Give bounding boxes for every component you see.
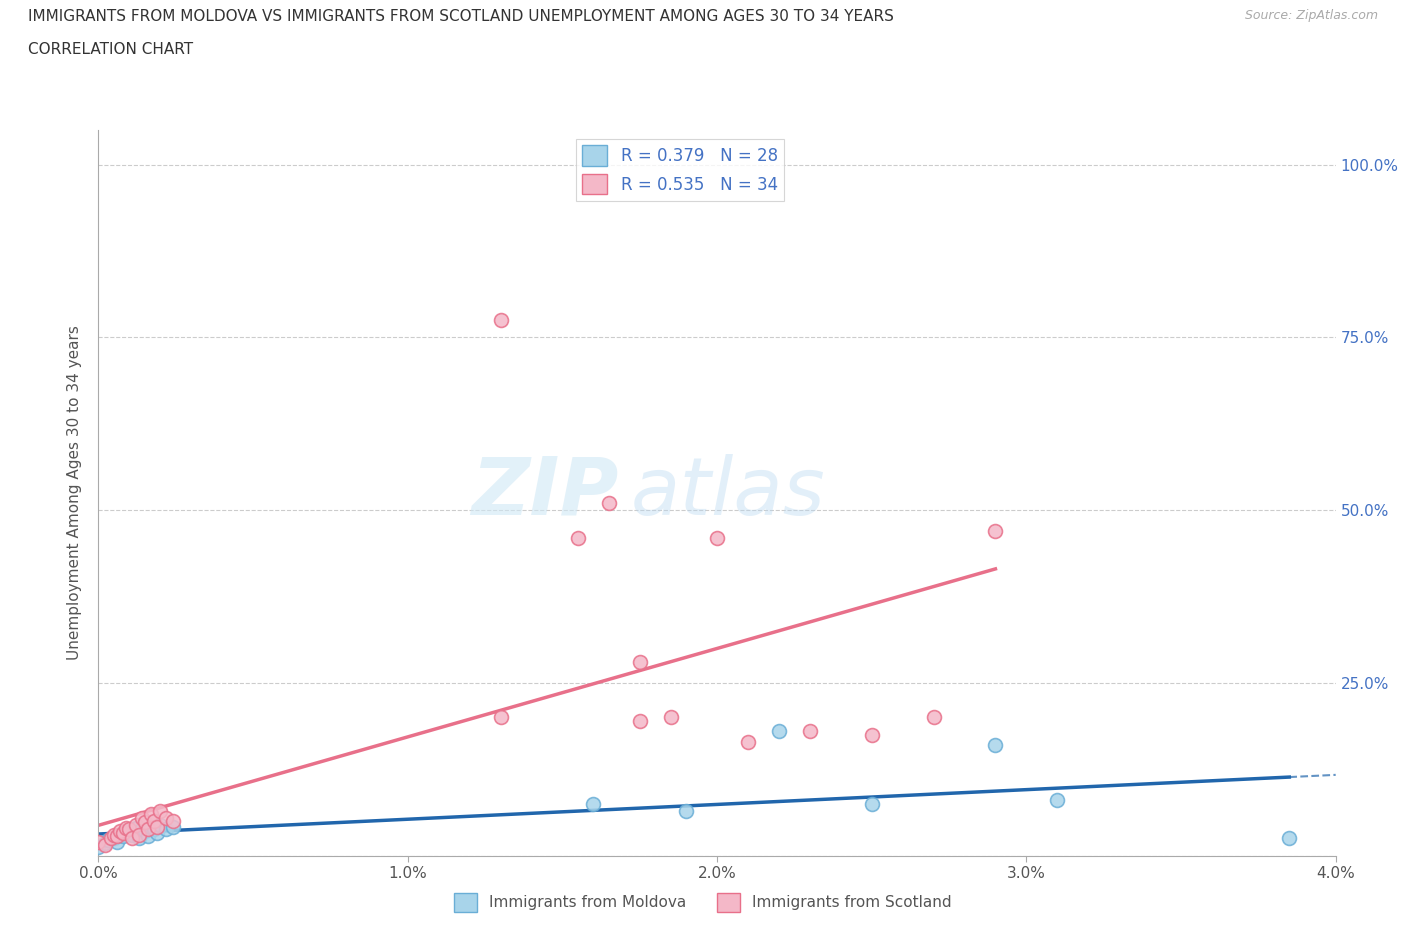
Y-axis label: Unemployment Among Ages 30 to 34 years: Unemployment Among Ages 30 to 34 years xyxy=(67,326,83,660)
Point xyxy=(108,824,131,839)
Legend: R = 0.379   N = 28, R = 0.535   N = 34: R = 0.379 N = 28, R = 0.535 N = 34 xyxy=(575,139,785,201)
Point xyxy=(103,828,125,843)
Point xyxy=(984,737,1007,752)
Point xyxy=(155,810,177,825)
Point xyxy=(628,655,651,670)
Point xyxy=(706,530,728,545)
Point xyxy=(134,824,156,839)
Point xyxy=(922,710,945,724)
Point xyxy=(136,829,159,844)
Point xyxy=(489,312,512,327)
Point xyxy=(128,828,150,843)
Point xyxy=(97,833,120,848)
Point xyxy=(128,830,150,845)
Text: IMMIGRANTS FROM MOLDOVA VS IMMIGRANTS FROM SCOTLAND UNEMPLOYMENT AMONG AGES 30 T: IMMIGRANTS FROM MOLDOVA VS IMMIGRANTS FR… xyxy=(28,9,894,24)
Point xyxy=(112,829,135,844)
Point xyxy=(105,834,128,849)
Point xyxy=(860,727,883,742)
Point xyxy=(124,820,146,835)
Point xyxy=(1046,793,1069,808)
Point xyxy=(675,804,697,818)
Point xyxy=(131,810,153,825)
Point xyxy=(628,713,651,728)
Point xyxy=(143,814,166,829)
Point xyxy=(162,819,184,834)
Point xyxy=(984,524,1007,538)
Point xyxy=(134,815,156,830)
Point xyxy=(121,830,143,845)
Point xyxy=(737,734,759,749)
Point xyxy=(112,826,135,841)
Point xyxy=(489,710,512,724)
Point xyxy=(100,830,122,845)
Point xyxy=(87,834,110,849)
Point xyxy=(118,826,141,841)
Point xyxy=(131,822,153,837)
Point xyxy=(118,822,141,837)
Text: Source: ZipAtlas.com: Source: ZipAtlas.com xyxy=(1244,9,1378,22)
Point xyxy=(93,836,115,851)
Point xyxy=(108,828,131,843)
Point xyxy=(155,822,177,837)
Point xyxy=(136,822,159,837)
Point xyxy=(124,817,146,832)
Point xyxy=(121,828,143,843)
Point xyxy=(146,826,169,841)
Legend: Immigrants from Moldova, Immigrants from Scotland: Immigrants from Moldova, Immigrants from… xyxy=(449,887,957,918)
Point xyxy=(115,824,138,839)
Point xyxy=(87,840,110,855)
Point xyxy=(1278,830,1301,845)
Point xyxy=(103,830,125,845)
Point xyxy=(105,829,128,844)
Point xyxy=(162,814,184,829)
Point xyxy=(582,796,605,811)
Point xyxy=(860,796,883,811)
Point xyxy=(139,819,162,834)
Point xyxy=(659,710,682,724)
Point xyxy=(93,838,115,853)
Point xyxy=(149,817,172,832)
Point xyxy=(768,724,790,738)
Text: CORRELATION CHART: CORRELATION CHART xyxy=(28,42,193,57)
Point xyxy=(115,820,138,835)
Point xyxy=(143,822,166,837)
Point xyxy=(146,819,169,834)
Point xyxy=(149,804,172,818)
Text: atlas: atlas xyxy=(630,454,825,532)
Text: ZIP: ZIP xyxy=(471,454,619,532)
Point xyxy=(598,496,620,511)
Point xyxy=(799,724,821,738)
Point xyxy=(567,530,589,545)
Point xyxy=(139,806,162,821)
